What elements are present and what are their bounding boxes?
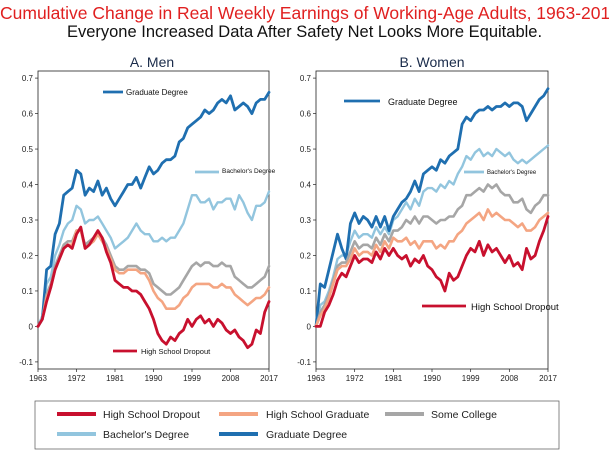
x-tick-label: 1981 [106,374,124,383]
panel-men: A. Men -0.1 0 0.1 0.2 0.3 0.4 0.5 0.6 0.7 1963 1972… [19,54,278,383]
y-tick-label: 0 [29,322,34,331]
legend: High School Dropout High School Graduate S… [34,400,560,450]
panel-women: B. Women -0.1 0 0.1 0.2 0.3 0.4 0.5 0.6 0.7 1963 19… [297,54,559,383]
y-tick-label: 0.3 [300,216,312,225]
series-label-hs-dropout: High School Dropout [141,347,211,356]
series-label-hs-dropout: High School Dropout [471,302,559,313]
y-tick-label: -0.1 [297,358,311,367]
series-label-bachelors: Bachelor's Degree [222,168,276,175]
legend-label-bachelors: Bachelor's Degree [103,429,189,441]
x-tick-label: 2008 [500,374,518,383]
y-tick-label: 0.5 [22,145,34,154]
legend-label-hs-dropout: High School Dropout [103,409,200,421]
panel-title: A. Men [130,54,174,70]
y-tick-label: -0.1 [19,358,33,367]
x-tick-label: 1963 [307,374,325,383]
series-line-hs-dropout [36,225,271,350]
y-tick-label: 0.5 [300,145,312,154]
y-tick-label: 0.3 [22,216,34,225]
x-tick-label: 1963 [29,374,47,383]
x-tick-label: 1972 [346,374,364,383]
y-tick-label: 0.4 [300,181,312,190]
series-line-hs-dropout [314,215,550,328]
series-line-hs-graduate [36,229,271,328]
y-tick-label: 0.1 [300,287,312,296]
series-line-some-college [314,183,550,328]
series-line-bachelors [36,190,271,328]
y-tick-label: 0.7 [22,74,34,83]
x-tick-label: 1999 [183,374,201,383]
x-tick-label: 2017 [539,374,557,383]
legend-label-graduate: Graduate Degree [266,429,347,441]
x-tick-label: 1981 [384,374,402,383]
y-tick-label: 0.4 [22,181,34,190]
series-label-bachelors: Bachelor's Degree [487,170,537,176]
series-line-graduate [314,87,550,328]
series-label-graduate: Graduate Degree [388,97,458,107]
chart-title: Cumulative Change in Real Weekly Earning… [0,3,609,23]
x-tick-label: 1972 [68,374,86,383]
y-tick-label: 0 [307,322,312,331]
series-line-hs-graduate [314,208,550,328]
y-tick-label: 0.1 [22,287,34,296]
panel-title: B. Women [399,54,464,70]
series-line-graduate [36,90,271,328]
legend-label-some-college: Some College [431,409,497,421]
chart-subtitle: Everyone Increased Data After Safety Net… [66,23,543,41]
y-tick-label: 0.2 [300,251,312,260]
series-label-graduate: Graduate Degree [126,88,188,97]
y-tick-label: 0.7 [300,74,312,83]
legend-label-hs-graduate: High School Graduate [266,409,369,421]
x-tick-label: 1990 [145,374,163,383]
y-tick-label: 0.6 [22,110,34,119]
y-tick-label: 0.2 [22,251,34,260]
y-tick-label: 0.6 [300,110,312,119]
x-tick-label: 2008 [222,374,240,383]
x-tick-label: 2017 [260,374,278,383]
series-line-bachelors [314,144,550,328]
legend-box [34,400,560,450]
x-tick-label: 1999 [462,374,480,383]
x-tick-label: 1990 [423,374,441,383]
